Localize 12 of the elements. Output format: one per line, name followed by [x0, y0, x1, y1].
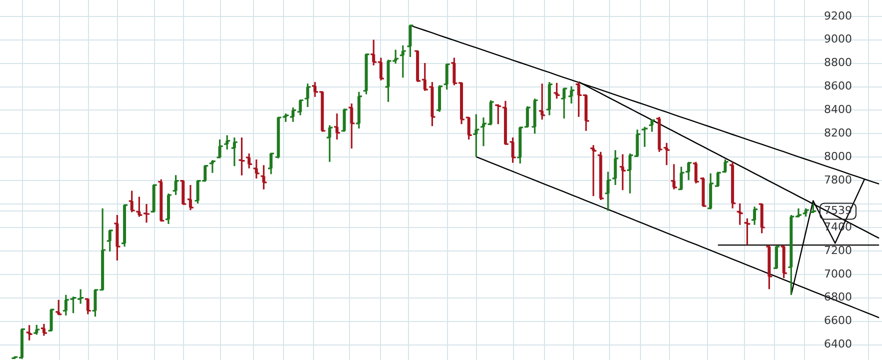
y-tick-label: 8400: [824, 103, 852, 116]
y-tick-label: 6600: [824, 314, 852, 328]
y-tick-label: 7800: [824, 173, 852, 186]
y-tick-label: 7000: [824, 267, 852, 280]
y-tick-label: 9200: [824, 9, 852, 22]
y-tick-label: 7200: [824, 244, 852, 257]
y-tick-label: 9000: [824, 32, 852, 46]
y-tick-label: 8000: [824, 150, 852, 163]
y-tick-label: 6400: [824, 338, 852, 351]
y-tick-label: 8600: [824, 80, 852, 93]
y-tick-label: 8200: [824, 126, 852, 140]
y-tick-label: 8800: [824, 56, 852, 70]
